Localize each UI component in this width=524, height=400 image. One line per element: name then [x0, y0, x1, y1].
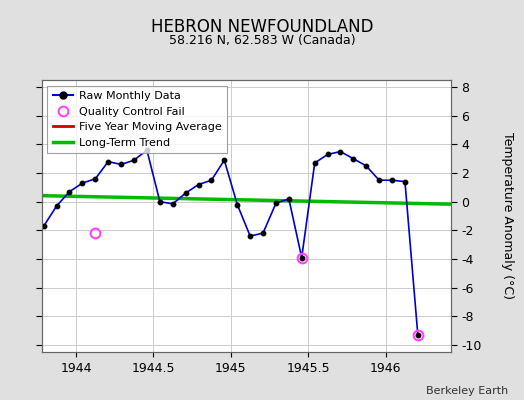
Y-axis label: Temperature Anomaly (°C): Temperature Anomaly (°C): [501, 132, 514, 300]
Text: HEBRON NEWFOUNDLAND: HEBRON NEWFOUNDLAND: [151, 18, 373, 36]
Text: Berkeley Earth: Berkeley Earth: [426, 386, 508, 396]
Text: 58.216 N, 62.583 W (Canada): 58.216 N, 62.583 W (Canada): [169, 34, 355, 47]
Legend: Raw Monthly Data, Quality Control Fail, Five Year Moving Average, Long-Term Tren: Raw Monthly Data, Quality Control Fail, …: [48, 86, 227, 153]
